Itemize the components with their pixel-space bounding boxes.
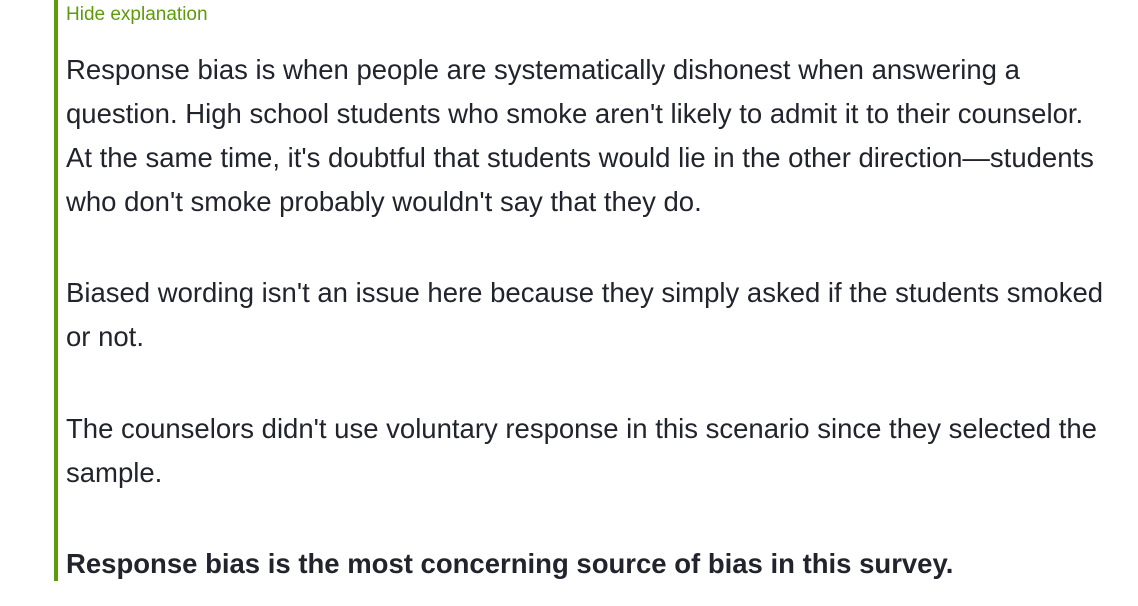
explanation-paragraph-response-bias: Response bias is when people are systema… [66,54,1094,217]
explanation-paragraph-biased-wording: Biased wording isn't an issue here becau… [66,277,1104,352]
explanation-paragraph-voluntary-response: The counselors didn't use voluntary resp… [66,413,1097,488]
explanation-conclusion: Response bias is the most concerning sou… [66,548,954,579]
hide-explanation-link[interactable]: Hide explanation [66,4,208,25]
explanation-panel: Hide explanation Response bias is when p… [54,0,1114,581]
